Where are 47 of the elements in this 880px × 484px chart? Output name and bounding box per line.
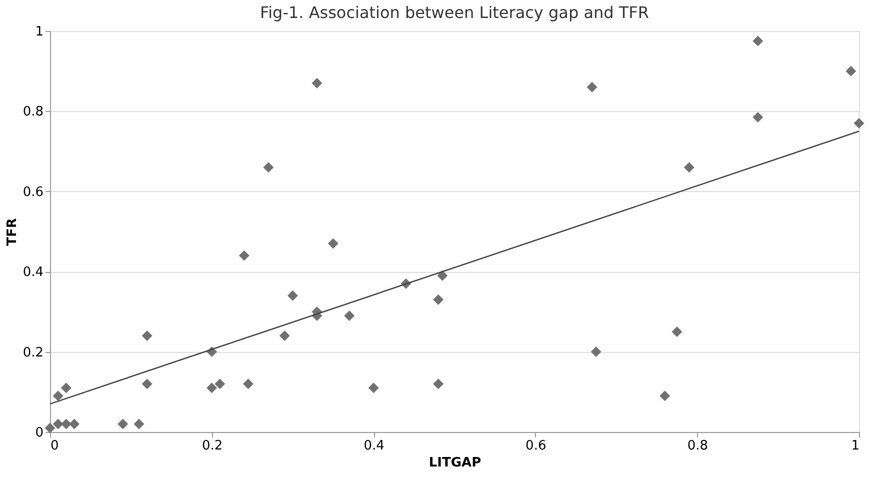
- point: [854, 118, 864, 128]
- point: [60, 382, 72, 394]
- y-tick-label: 0.2: [22, 345, 44, 360]
- point: [263, 162, 274, 173]
- point: [142, 378, 152, 390]
- point: [206, 382, 218, 394]
- x-tick-label: 0: [50, 438, 59, 454]
- x-axis-title: LITGAP: [428, 456, 482, 470]
- point: [684, 162, 694, 173]
- x-tick-label: 0.2: [202, 438, 223, 454]
- y-tick-label: 1: [35, 24, 44, 40]
- point: [672, 326, 682, 337]
- x-tick-label: 0.4: [364, 438, 384, 454]
- x-tick-label: 0.6: [526, 438, 546, 454]
- point: [279, 330, 290, 342]
- x-tick-label: 0.8: [687, 438, 708, 454]
- point: [344, 310, 355, 321]
- point: [312, 78, 322, 88]
- point: [242, 378, 254, 390]
- point: [287, 290, 298, 301]
- point: [586, 82, 598, 92]
- point: [328, 238, 338, 249]
- point: [590, 346, 602, 358]
- point: [846, 66, 856, 76]
- point: [660, 390, 670, 402]
- y-tick-label: 0: [35, 426, 44, 440]
- point: [52, 390, 64, 402]
- point: [752, 112, 764, 122]
- point: [134, 418, 144, 430]
- point: [52, 418, 64, 430]
- point: [433, 294, 444, 305]
- point: [142, 330, 152, 342]
- y-tick-label: 0.4: [22, 265, 44, 280]
- point: [118, 418, 128, 430]
- point: [69, 418, 80, 430]
- point: [214, 378, 226, 390]
- point: [60, 418, 72, 430]
- y-tick-label: 0.8: [22, 104, 44, 120]
- x-tick-label: 1: [851, 438, 860, 454]
- point: [238, 250, 250, 261]
- y-axis-title: TFR: [4, 218, 20, 246]
- y-tick-label: 0.6: [22, 184, 44, 200]
- point: [752, 36, 764, 46]
- chart-title: Fig-1. Association between Literacy gap and TFR: [260, 3, 649, 22]
- point: [44, 422, 56, 434]
- point: [368, 382, 379, 394]
- point: [433, 378, 444, 390]
